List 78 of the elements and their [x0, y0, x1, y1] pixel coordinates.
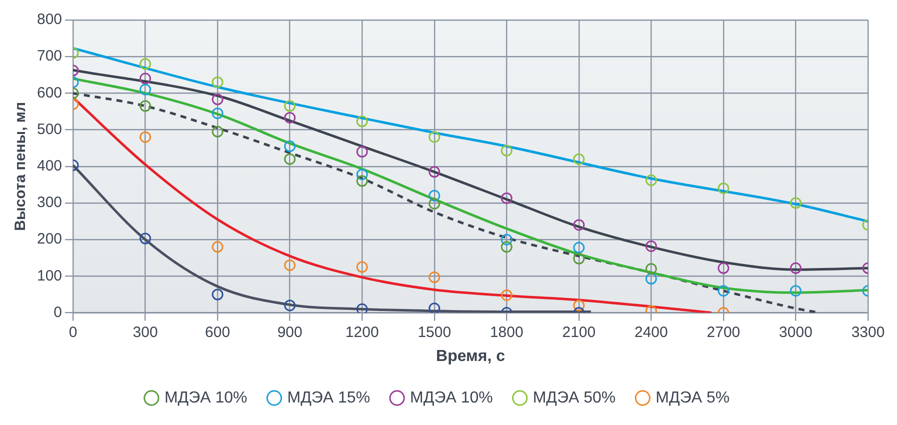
- y-tick-label: 200: [36, 230, 62, 248]
- point: [500, 144, 512, 156]
- y-tick-label: 800: [36, 11, 62, 28]
- x-tick-label: 1800: [490, 324, 524, 341]
- x-tick-label: 600: [205, 324, 230, 341]
- point: [428, 272, 440, 284]
- point: [140, 84, 152, 96]
- x-tick-label: 0: [68, 324, 78, 341]
- x-axis-title: Время, с: [436, 348, 506, 365]
- x-tick-label: 900: [277, 324, 302, 341]
- point: [356, 175, 368, 187]
- point: [140, 232, 152, 244]
- x-tick-label: 1500: [418, 324, 452, 341]
- legend-label: МДЭА 15%: [287, 389, 370, 406]
- point: [284, 153, 296, 165]
- point: [573, 242, 585, 254]
- point: [645, 273, 657, 285]
- y-tick-label: 500: [36, 120, 62, 138]
- point: [428, 302, 440, 313]
- point: [356, 303, 368, 313]
- legend-label: МДЭА 50%: [532, 389, 616, 406]
- point: [356, 146, 368, 158]
- point: [284, 300, 296, 312]
- point: [790, 197, 802, 209]
- point: [573, 252, 585, 264]
- point: [284, 112, 296, 124]
- legend-label: МДЭА 10%: [164, 389, 248, 406]
- point: [212, 76, 224, 88]
- x-tick-label: 300: [132, 324, 158, 341]
- point: [428, 198, 440, 210]
- point: [284, 100, 296, 112]
- point: [500, 192, 512, 204]
- y-tick-label: 100: [36, 267, 62, 284]
- point: [356, 261, 368, 273]
- x-tick-label: 3000: [779, 324, 812, 341]
- point: [718, 182, 730, 194]
- y-axis-title: Высота пены, мл: [12, 102, 30, 231]
- point: [645, 240, 657, 252]
- point: [140, 131, 152, 143]
- point: [212, 108, 224, 120]
- legend-label: МДЭА 10%: [410, 389, 493, 406]
- point: [212, 94, 224, 106]
- point: [428, 190, 440, 202]
- point: [718, 285, 730, 297]
- point: [284, 140, 296, 152]
- point: [573, 153, 585, 165]
- point: [140, 72, 152, 84]
- point: [500, 234, 512, 246]
- y-tick-label: 700: [36, 48, 62, 65]
- point: [500, 241, 512, 253]
- point: [356, 116, 368, 128]
- point: [140, 58, 152, 70]
- y-tick-label: 600: [36, 84, 62, 102]
- x-tick-label: 2100: [562, 324, 596, 341]
- x-tick-label: 2400: [634, 324, 668, 341]
- point: [428, 166, 440, 178]
- legend-label: МДЭА 5%: [656, 389, 730, 406]
- point: [573, 300, 585, 312]
- point: [790, 262, 802, 274]
- point: [645, 174, 657, 186]
- point: [140, 100, 152, 112]
- y-tick-label: 400: [36, 158, 62, 175]
- point: [284, 259, 296, 271]
- y-tick-label: 300: [36, 194, 62, 212]
- x-tick-label: 1200: [345, 324, 379, 341]
- point: [212, 288, 224, 300]
- x-tick-label: 3300: [851, 324, 885, 341]
- x-tick-label: 2700: [706, 324, 740, 341]
- point: [500, 289, 512, 301]
- point: [718, 262, 730, 274]
- point: [428, 131, 440, 143]
- point: [790, 285, 802, 297]
- point: [212, 126, 224, 138]
- point: [573, 219, 585, 231]
- point: [645, 263, 657, 275]
- y-tick-label: 0: [54, 304, 62, 321]
- point: [356, 168, 368, 180]
- point: [212, 241, 224, 253]
